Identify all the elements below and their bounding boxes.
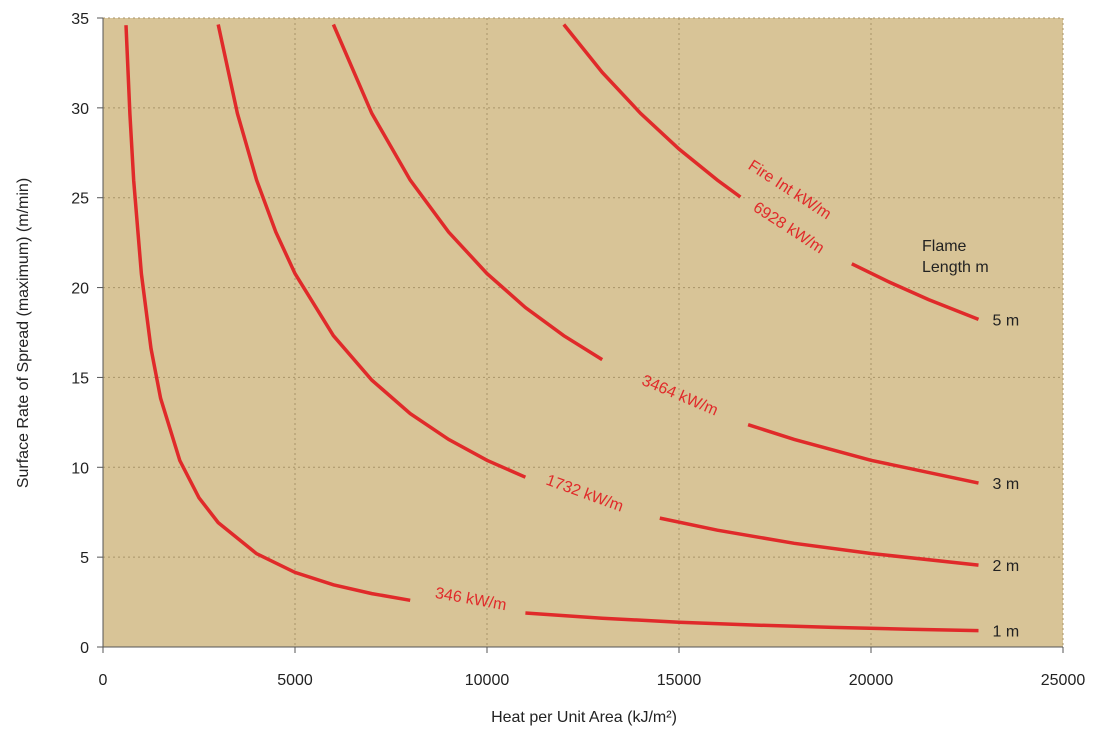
- plot-background: [103, 18, 1063, 647]
- y-tick-label: 0: [80, 640, 89, 657]
- y-tick-label: 5: [80, 550, 89, 567]
- y-tick-label: 30: [71, 101, 89, 118]
- y-tick-label: 25: [71, 191, 89, 208]
- curve: [124, 25, 979, 633]
- x-tick-label: 5000: [277, 672, 313, 689]
- plot: 0 5 10 15 20 25 30 35 0 5000 10000 15000 20000 25000 3…: [71, 11, 1085, 689]
- curve: [216, 24, 979, 567]
- flame-length-label: 5 m: [993, 312, 1020, 329]
- curve: [331, 23, 979, 485]
- x-tick-label: 15000: [657, 672, 702, 689]
- y-tick-label: 15: [71, 370, 89, 387]
- y-tick-label: 10: [71, 460, 89, 477]
- flame-length-title: Flame Length m: [922, 238, 989, 276]
- flame-length-label: 1 m: [993, 624, 1020, 641]
- y-axis-label: Surface Rate of Spread (maximum) (m/min): [15, 178, 32, 488]
- y-tick-label: 35: [71, 11, 89, 28]
- flame-length-label: 3 m: [993, 476, 1020, 493]
- x-tick-label: 0: [99, 672, 108, 689]
- curve: [562, 23, 980, 322]
- flame-length-label: 2 m: [993, 558, 1020, 575]
- y-tick-label: 20: [71, 281, 89, 298]
- x-tick-label: 25000: [1041, 672, 1086, 689]
- x-axis-label: Heat per Unit Area (kJ/m²): [491, 709, 677, 726]
- x-tick-label: 10000: [465, 672, 510, 689]
- x-tick-label: 20000: [849, 672, 894, 689]
